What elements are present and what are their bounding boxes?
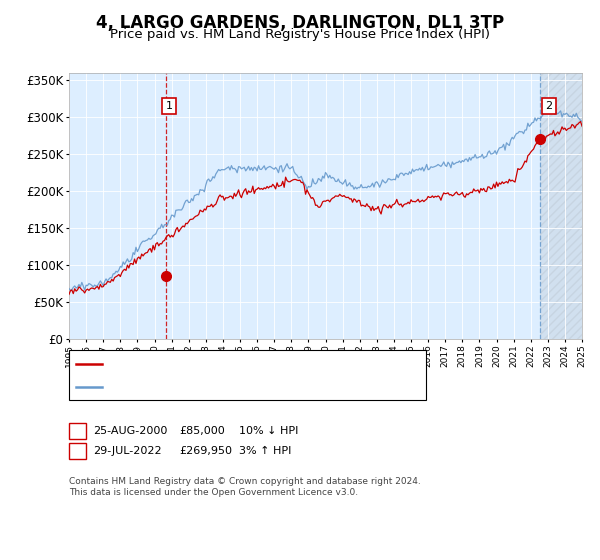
Text: 29-JUL-2022: 29-JUL-2022 [93,446,161,456]
Text: 3% ↑ HPI: 3% ↑ HPI [239,446,291,456]
Text: 10% ↓ HPI: 10% ↓ HPI [239,426,298,436]
Text: 4, LARGO GARDENS, DARLINGTON, DL1 3TP: 4, LARGO GARDENS, DARLINGTON, DL1 3TP [96,14,504,32]
Text: 1: 1 [166,101,173,111]
Text: 1: 1 [74,426,81,436]
Text: 25-AUG-2000: 25-AUG-2000 [93,426,167,436]
Text: 4, LARGO GARDENS, DARLINGTON, DL1 3TP (detached house): 4, LARGO GARDENS, DARLINGTON, DL1 3TP (d… [106,358,411,368]
Text: HPI: Average price, detached house, Darlington: HPI: Average price, detached house, Darl… [106,382,338,392]
Text: Contains HM Land Registry data © Crown copyright and database right 2024.
This d: Contains HM Land Registry data © Crown c… [69,477,421,497]
Text: 2: 2 [545,101,552,111]
Text: £269,950: £269,950 [179,446,232,456]
Text: 2: 2 [74,446,81,456]
Text: £85,000: £85,000 [179,426,224,436]
Text: Price paid vs. HM Land Registry's House Price Index (HPI): Price paid vs. HM Land Registry's House … [110,28,490,41]
Bar [540,73,582,339]
